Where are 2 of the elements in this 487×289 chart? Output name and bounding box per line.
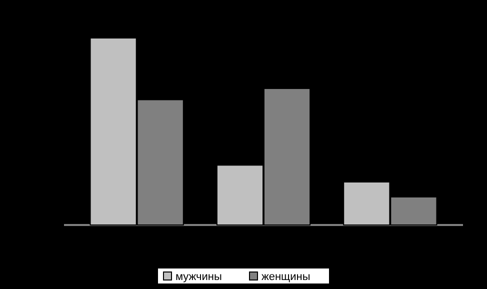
legend-label: мужчины	[176, 271, 222, 283]
legend-label: женщины	[262, 271, 310, 283]
